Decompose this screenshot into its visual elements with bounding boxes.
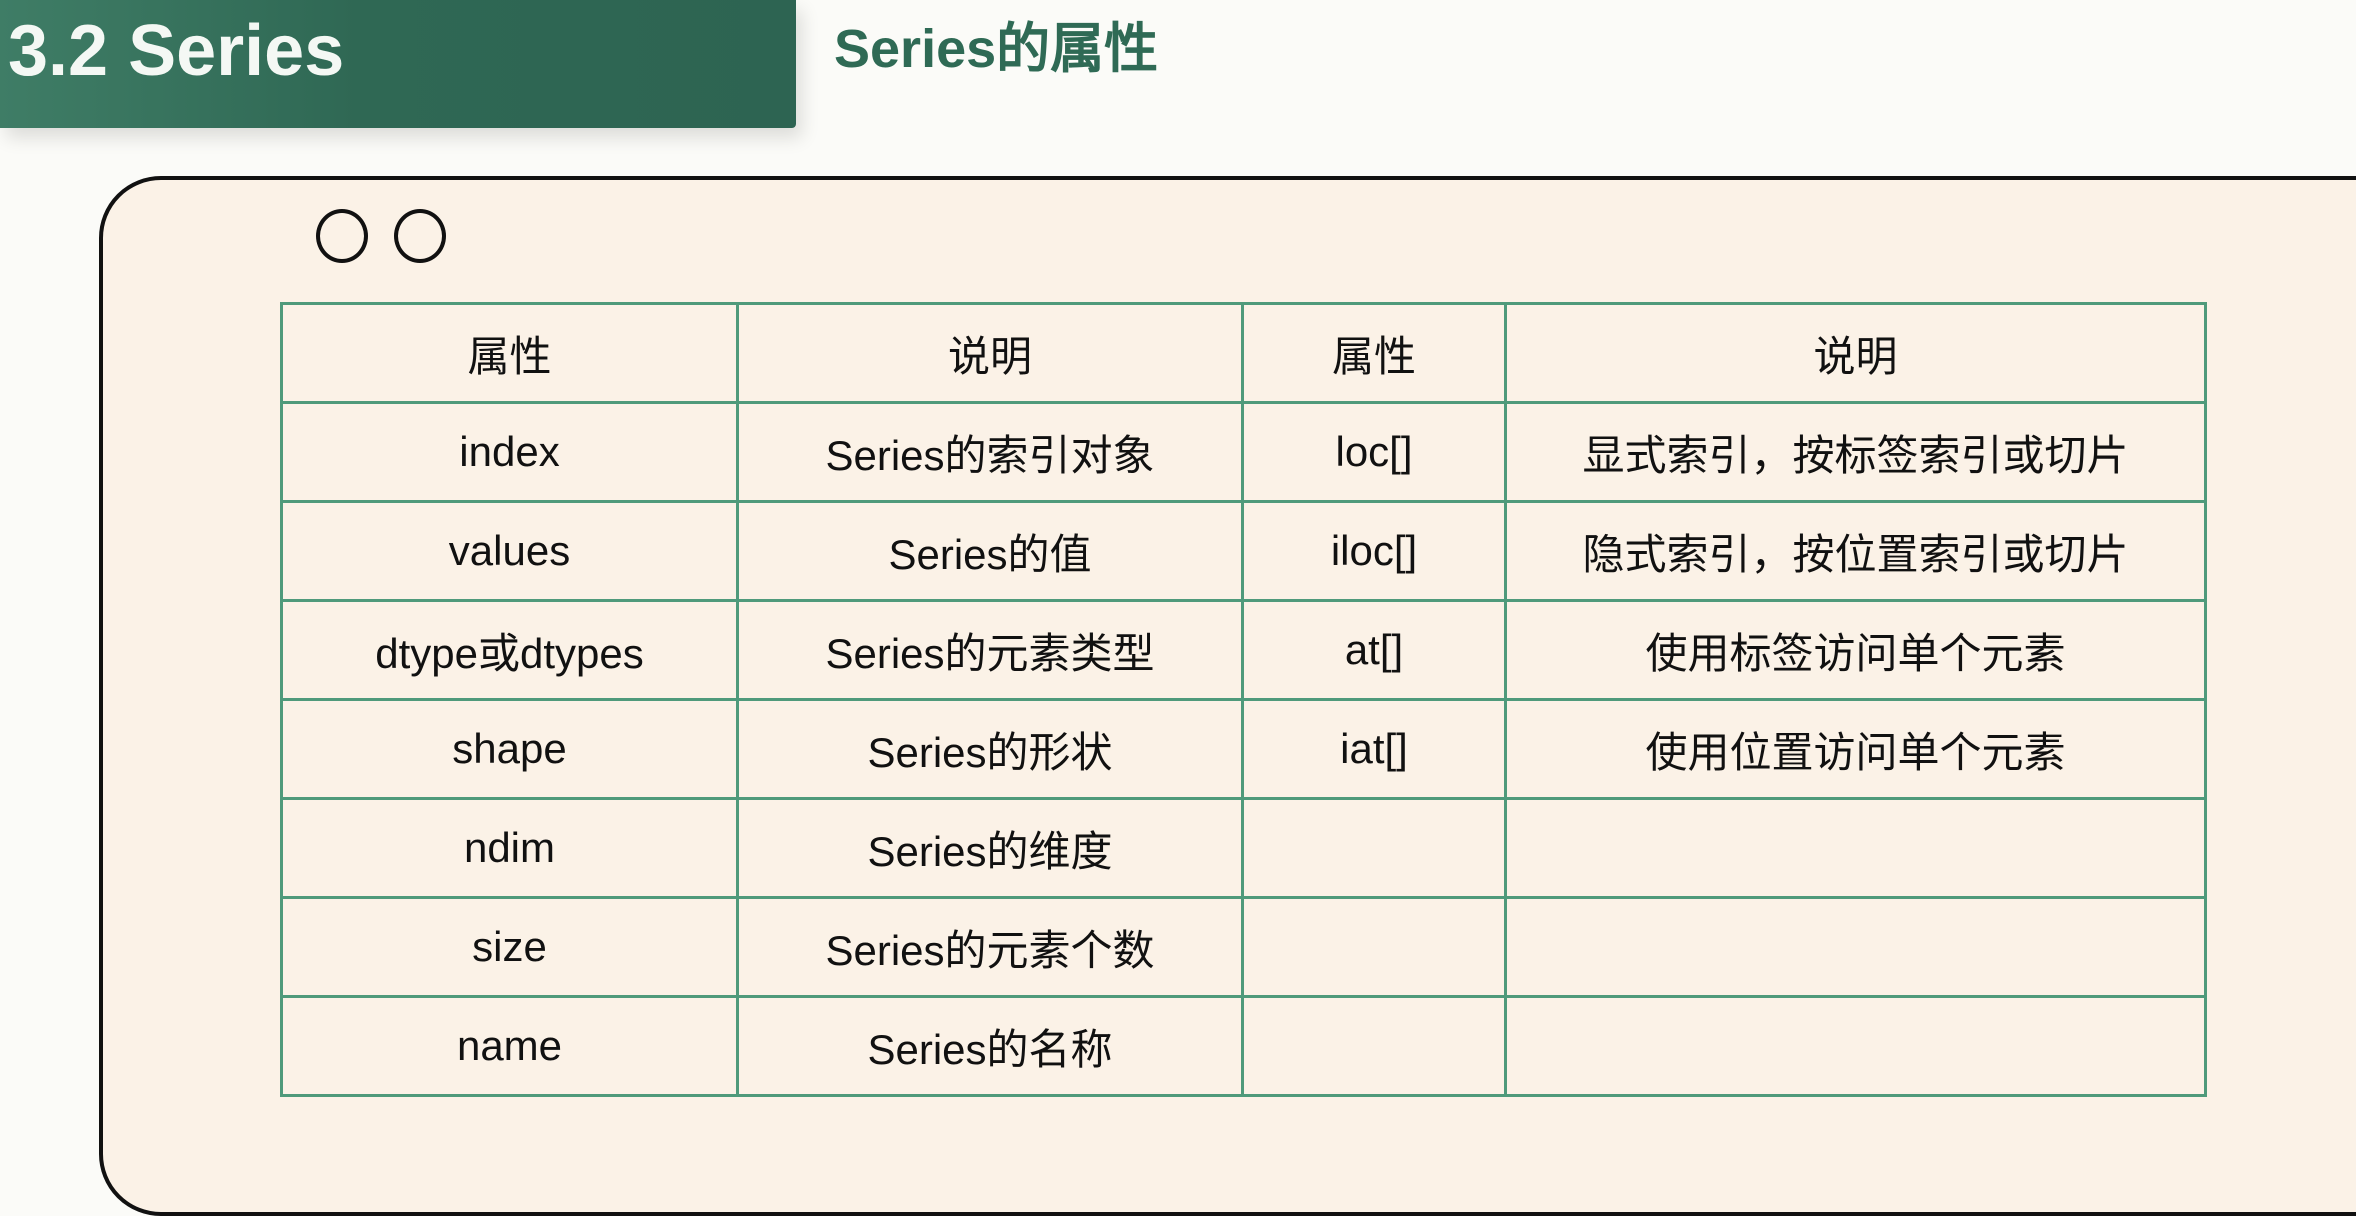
table-cell <box>1241 797 1507 899</box>
slide-title: Series的属性 <box>834 19 1159 79</box>
table-cell: iat[] <box>1241 698 1507 800</box>
table-cell: at[] <box>1241 599 1507 701</box>
table-cell: Series的值 <box>736 500 1244 602</box>
header-cell: 说明 <box>736 302 1244 404</box>
section-banner: 3.2 Series <box>0 0 796 128</box>
table-cell: values <box>280 500 739 602</box>
table-cell: Series的名称 <box>736 995 1244 1097</box>
table-cell <box>1504 896 2207 998</box>
table-cell <box>1504 995 2207 1097</box>
header-cell: 属性 <box>280 302 739 404</box>
table-cell: shape <box>280 698 739 800</box>
table-row: name Series的名称 <box>280 995 2207 1097</box>
attributes-table: 属性 说明 属性 说明 index Series的索引对象 loc[] 显式索引，按标… <box>280 302 2207 1097</box>
table-cell: name <box>280 995 739 1097</box>
table-cell: 使用标签访问单个元素 <box>1504 599 2207 701</box>
table-cell: Series的元素类型 <box>736 599 1244 701</box>
table-cell: Series的维度 <box>736 797 1244 899</box>
table-cell: 显式索引，按标签索引或切片 <box>1504 401 2207 503</box>
table-row: ndim Series的维度 <box>280 797 2207 899</box>
table-cell: 隐式索引，按位置索引或切片 <box>1504 500 2207 602</box>
table-cell <box>1241 995 1507 1097</box>
table-cell: iloc[] <box>1241 500 1507 602</box>
table-row: shape Series的形状 iat[] 使用位置访问单个元素 <box>280 698 2207 800</box>
table-cell: loc[] <box>1241 401 1507 503</box>
header-cell: 说明 <box>1504 302 2207 404</box>
table-row: values Series的值 iloc[] 隐式索引，按位置索引或切片 <box>280 500 2207 602</box>
table-cell: index <box>280 401 739 503</box>
table-cell <box>1504 797 2207 899</box>
section-title: 3.2 Series <box>8 11 345 91</box>
circle-icon <box>394 209 446 263</box>
table-cell <box>1241 896 1507 998</box>
table-row: index Series的索引对象 loc[] 显式索引，按标签索引或切片 <box>280 401 2207 503</box>
table-cell: ndim <box>280 797 739 899</box>
header-cell: 属性 <box>1241 302 1507 404</box>
table-row: dtype或dtypes Series的元素类型 at[] 使用标签访问单个元素 <box>280 599 2207 701</box>
table-cell: size <box>280 896 739 998</box>
table-row: size Series的元素个数 <box>280 896 2207 998</box>
table-cell: Series的索引对象 <box>736 401 1244 503</box>
table-cell: 使用位置访问单个元素 <box>1504 698 2207 800</box>
table-cell: Series的元素个数 <box>736 896 1244 998</box>
circle-icon <box>316 209 368 263</box>
table-header-row: 属性 说明 属性 说明 <box>280 302 2207 404</box>
table-cell: dtype或dtypes <box>280 599 739 701</box>
table-cell: Series的形状 <box>736 698 1244 800</box>
